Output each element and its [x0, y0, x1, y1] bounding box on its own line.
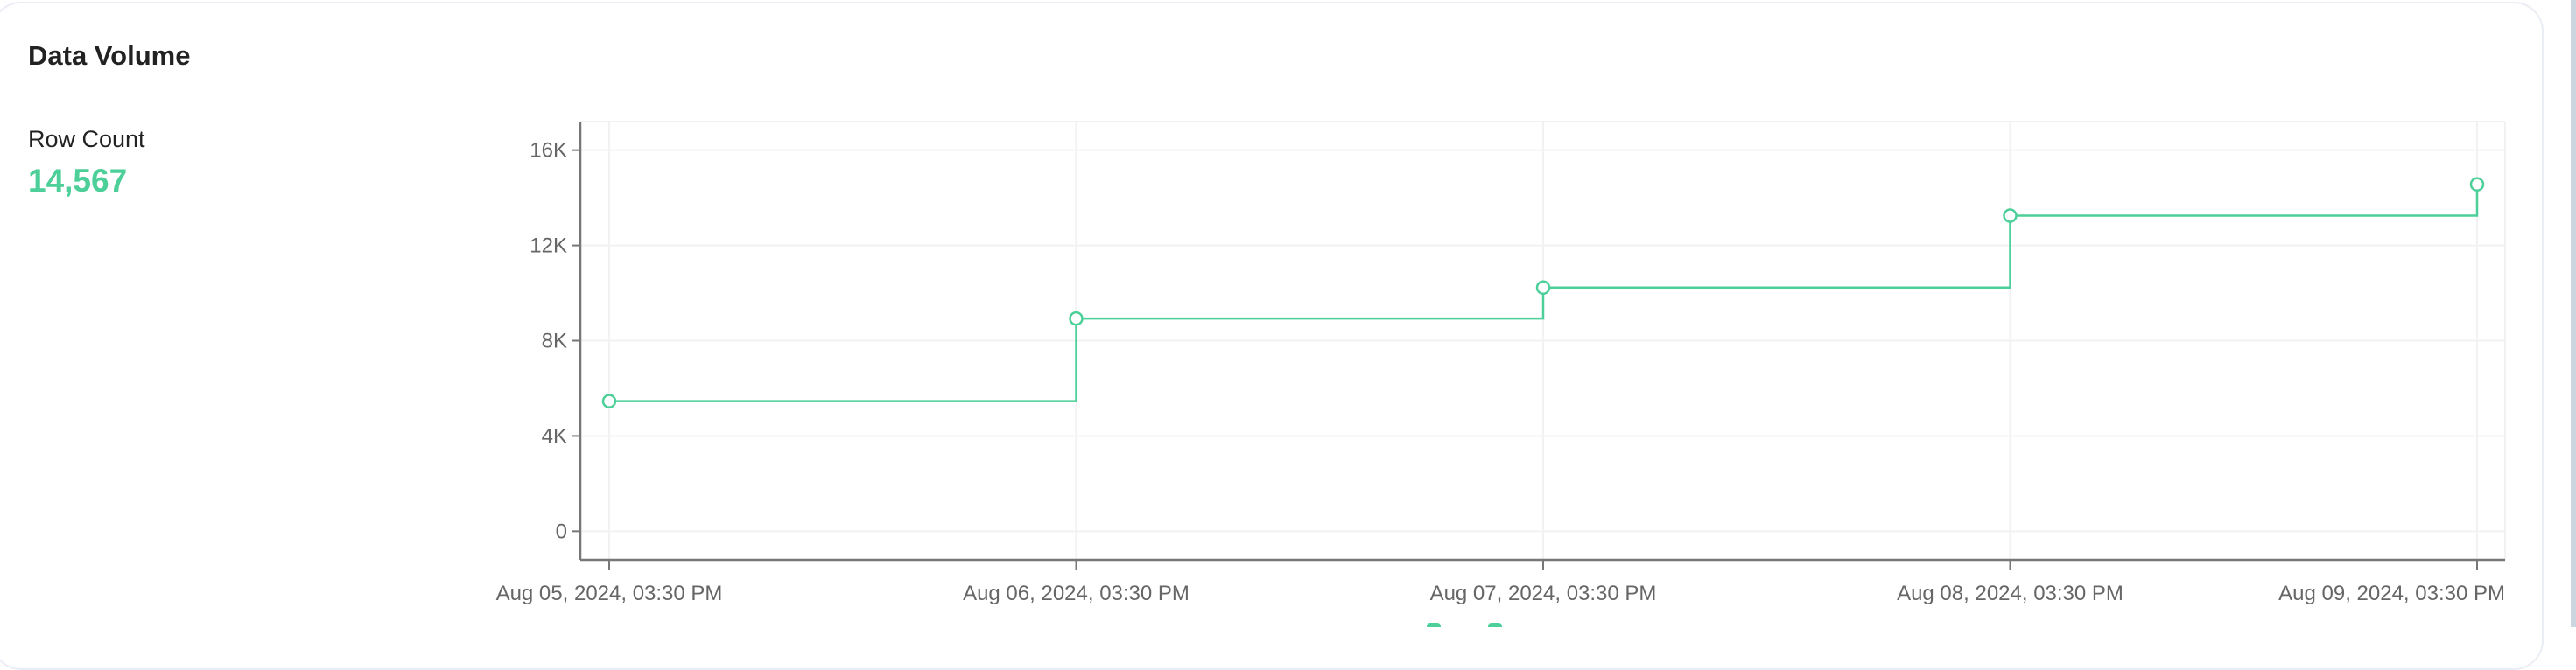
data-point [2469, 177, 2485, 192]
y-tick-label: 8K [542, 330, 567, 353]
row-count-label: Row Count [28, 126, 145, 152]
legend-marker [1488, 623, 1502, 627]
x-tick-label: Aug 08, 2024, 03:30 PM [1897, 582, 2123, 605]
data-point [1535, 280, 1551, 296]
x-tick-label: Aug 06, 2024, 03:30 PM [963, 582, 1190, 605]
card-title: Data Volume [28, 40, 191, 71]
data-point [601, 394, 617, 408]
y-tick-label: 4K [542, 424, 567, 448]
data-point [1069, 311, 1084, 326]
data-point [2003, 208, 2018, 223]
x-tick-label: Aug 09, 2024, 03:30 PM [2278, 582, 2505, 605]
page-scrollbar[interactable] [2571, 0, 2576, 627]
legend-marker [1427, 623, 1441, 627]
x-tick-label: Aug 07, 2024, 03:30 PM [1430, 582, 1657, 605]
row-count-value: 14,567 [28, 163, 128, 199]
row-count-chart: 0 4K 8K 12K 16K Aug 05, 2024, 03:30 PM Aug 06,… [496, 121, 2506, 627]
y-tick-label: 12K [530, 234, 567, 258]
y-tick-label: 16K [530, 139, 567, 163]
x-tick-label: Aug 05, 2024, 03:30 PM [496, 582, 723, 605]
y-tick-label: 0 [556, 520, 567, 543]
